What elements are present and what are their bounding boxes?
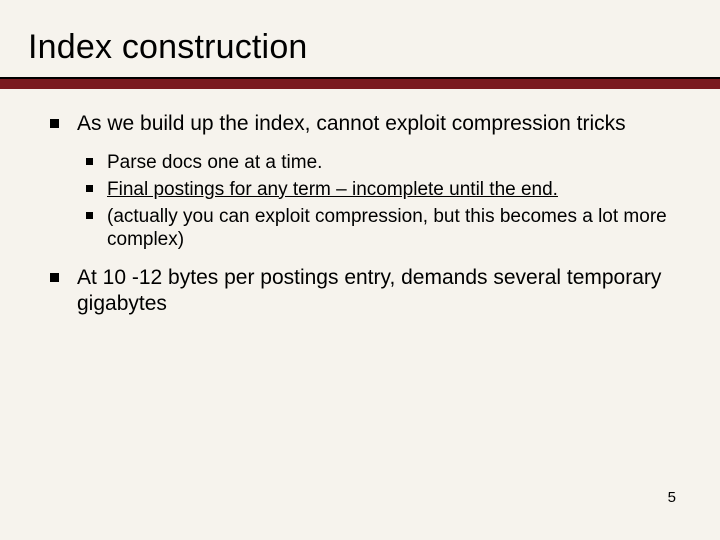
sub-bullet-item: Parse docs one at a time. — [86, 151, 670, 174]
bullet-square-icon — [50, 119, 59, 128]
bullet-text: As we build up the index, cannot exploit… — [77, 111, 670, 137]
bullet-text: At 10 -12 bytes per postings entry, dema… — [77, 265, 670, 316]
slide-body: As we build up the index, cannot exploit… — [28, 89, 680, 317]
bullet-square-icon — [86, 185, 93, 192]
sub-bullet-text: Parse docs one at a time. — [107, 151, 670, 174]
bullet-item: As we build up the index, cannot exploit… — [50, 111, 670, 137]
sub-bullet-text: (actually you can exploit compression, b… — [107, 205, 670, 251]
bullet-square-icon — [86, 212, 93, 219]
bullet-square-icon — [86, 158, 93, 165]
slide: Index construction As we build up the in… — [0, 0, 720, 540]
title-underline-bar — [0, 79, 720, 89]
sub-bullet-text: Final postings for any term – incomplete… — [107, 178, 670, 201]
title-underline — [0, 77, 720, 89]
sub-bullet-item: Final postings for any term – incomplete… — [86, 178, 670, 201]
underlined-text: Final postings for any term – incomplete… — [107, 179, 558, 200]
spacer — [50, 255, 670, 265]
sub-bullet-list: Parse docs one at a time. Final postings… — [86, 151, 670, 252]
slide-title: Index construction — [28, 28, 680, 67]
bullet-square-icon — [50, 273, 59, 282]
sub-bullet-item: (actually you can exploit compression, b… — [86, 205, 670, 251]
page-number: 5 — [668, 489, 676, 506]
bullet-item: At 10 -12 bytes per postings entry, dema… — [50, 265, 670, 316]
